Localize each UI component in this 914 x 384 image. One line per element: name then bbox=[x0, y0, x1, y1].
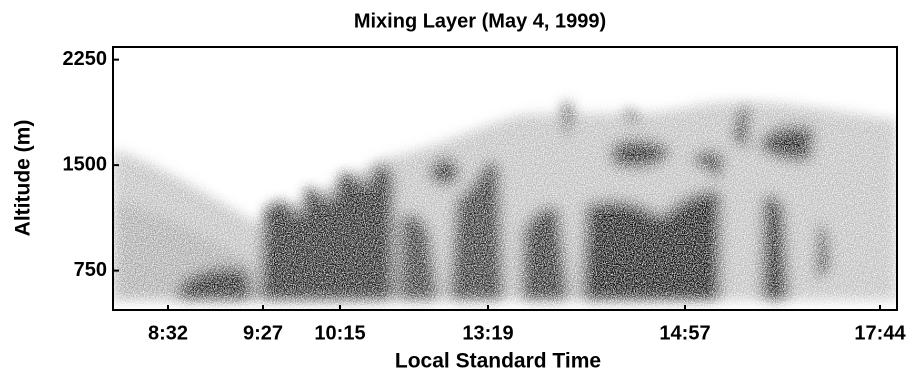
y-tick-label: 2250 bbox=[63, 48, 108, 70]
speckle-noise bbox=[113, 47, 897, 310]
x-tick-label: 17:44 bbox=[854, 322, 906, 344]
y-tick-label: 750 bbox=[74, 259, 107, 281]
plot-frame bbox=[112, 46, 898, 311]
y-tick-label: 1500 bbox=[63, 153, 108, 175]
x-tick-label: 10:15 bbox=[314, 322, 365, 344]
x-axis-label: Local Standard Time bbox=[395, 350, 601, 373]
x-tick-label: 14:57 bbox=[659, 322, 710, 344]
x-tick-label: 9:27 bbox=[243, 322, 283, 344]
chart-title: Mixing Layer (May 4, 1999) bbox=[354, 10, 606, 32]
x-tick-label: 13:19 bbox=[462, 322, 513, 344]
axes: 750 1500 2250 8:32 9:27 10:15 13:19 14:57 17:44 bbox=[63, 48, 907, 344]
backscatter-image bbox=[113, 47, 897, 310]
x-tick-label: 8:32 bbox=[148, 322, 188, 344]
y-axis-label: Altitude (m) bbox=[12, 120, 35, 237]
